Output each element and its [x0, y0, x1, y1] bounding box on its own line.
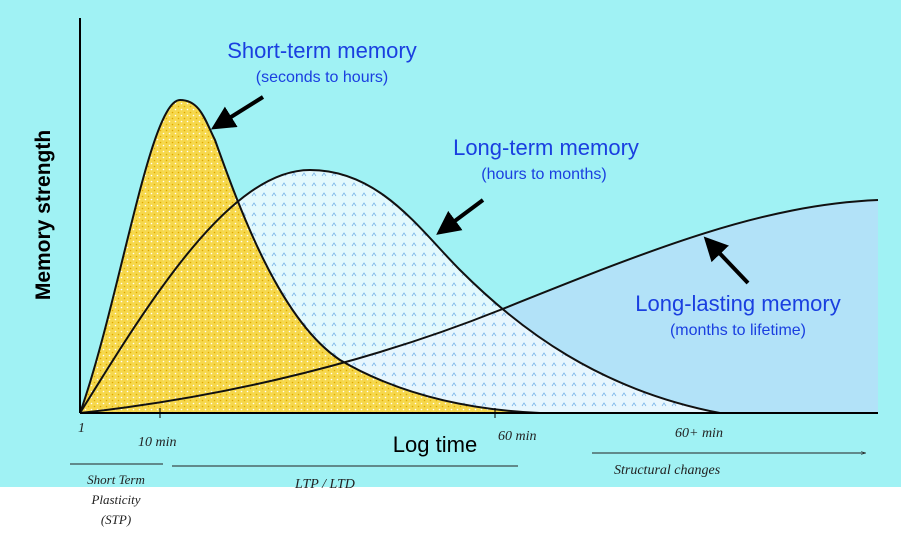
short-term-area	[80, 100, 540, 413]
time-mark: 60 min	[498, 429, 537, 444]
curve-label: Long-lasting memory	[635, 291, 840, 316]
phase-label: Short Term Plasticity (STP)	[87, 472, 145, 527]
curve-label: Long-term memory	[453, 135, 639, 160]
long-lasting-area	[80, 200, 878, 413]
curve-label: Short-term memory	[227, 38, 416, 63]
short-term-curve	[79, 98, 541, 414]
time-mark: 1	[78, 421, 85, 436]
curve-sublabel: (hours to months)	[481, 166, 606, 183]
phase-label: LTP / LTD	[294, 477, 355, 492]
long-term-curve	[79, 168, 721, 414]
arrow	[436, 198, 485, 235]
curve-sublabel: (seconds to hours)	[256, 69, 389, 86]
time-mark: 60+ min	[675, 426, 723, 441]
time-mark: 10 min	[138, 435, 177, 450]
y-axis-label: Memory strength	[32, 130, 55, 300]
x-axis-label: Log time	[393, 432, 477, 457]
long-lasting-curve	[79, 199, 879, 414]
curve-sublabel: (months to lifetime)	[670, 322, 806, 339]
phase-label: Structural changes	[614, 463, 721, 478]
arrow	[703, 236, 750, 285]
arrow	[210, 95, 265, 130]
